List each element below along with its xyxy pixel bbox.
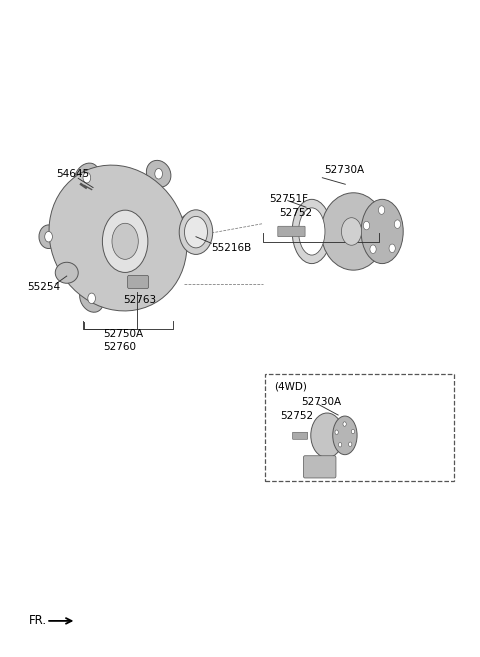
Ellipse shape bbox=[335, 430, 338, 434]
FancyBboxPatch shape bbox=[303, 456, 336, 478]
Ellipse shape bbox=[102, 210, 148, 273]
Text: 52752: 52752 bbox=[281, 411, 314, 420]
Ellipse shape bbox=[83, 173, 91, 183]
Ellipse shape bbox=[341, 217, 361, 245]
Ellipse shape bbox=[80, 284, 104, 312]
Text: 52751F: 52751F bbox=[270, 194, 309, 204]
Text: 55254: 55254 bbox=[27, 283, 60, 292]
Ellipse shape bbox=[395, 220, 400, 229]
Ellipse shape bbox=[351, 429, 355, 434]
Ellipse shape bbox=[370, 245, 376, 254]
Ellipse shape bbox=[49, 165, 187, 311]
Text: 55216B: 55216B bbox=[211, 243, 252, 253]
Ellipse shape bbox=[179, 214, 199, 238]
Ellipse shape bbox=[155, 169, 162, 179]
Text: 52752: 52752 bbox=[279, 208, 312, 218]
Text: 54645: 54645 bbox=[56, 170, 89, 179]
Ellipse shape bbox=[185, 221, 192, 231]
FancyBboxPatch shape bbox=[128, 275, 149, 288]
Ellipse shape bbox=[321, 193, 386, 270]
Ellipse shape bbox=[45, 231, 52, 242]
Ellipse shape bbox=[299, 208, 325, 255]
Text: 52763: 52763 bbox=[123, 295, 156, 306]
Ellipse shape bbox=[311, 413, 343, 458]
Ellipse shape bbox=[363, 221, 370, 230]
Ellipse shape bbox=[333, 416, 357, 455]
Ellipse shape bbox=[39, 225, 58, 248]
Ellipse shape bbox=[179, 210, 213, 254]
Ellipse shape bbox=[74, 163, 99, 193]
Ellipse shape bbox=[88, 293, 96, 304]
FancyBboxPatch shape bbox=[278, 226, 305, 237]
Ellipse shape bbox=[361, 199, 403, 263]
Ellipse shape bbox=[389, 244, 395, 252]
Text: 52760: 52760 bbox=[104, 342, 137, 352]
Ellipse shape bbox=[338, 443, 342, 447]
Ellipse shape bbox=[184, 216, 207, 248]
Ellipse shape bbox=[146, 160, 171, 187]
Ellipse shape bbox=[378, 206, 384, 214]
Ellipse shape bbox=[55, 262, 78, 283]
Text: 52730A: 52730A bbox=[301, 397, 341, 407]
Text: FR.: FR. bbox=[28, 614, 47, 627]
Ellipse shape bbox=[112, 223, 138, 260]
Text: 52730A: 52730A bbox=[324, 165, 364, 175]
Ellipse shape bbox=[348, 442, 352, 447]
Ellipse shape bbox=[343, 422, 346, 426]
Text: 52750A: 52750A bbox=[104, 328, 144, 339]
Ellipse shape bbox=[292, 199, 331, 263]
FancyBboxPatch shape bbox=[292, 432, 308, 440]
Text: (4WD): (4WD) bbox=[275, 381, 307, 391]
